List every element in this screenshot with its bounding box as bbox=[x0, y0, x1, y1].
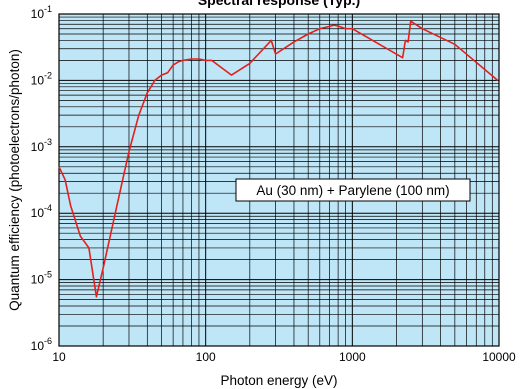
y-tick-label: 10 bbox=[31, 73, 45, 87]
y-tick-exponent: -5 bbox=[44, 270, 52, 280]
x-axis-label: Photon energy (eV) bbox=[220, 373, 337, 388]
y-tick-exponent: -6 bbox=[44, 336, 52, 346]
y-tick-exponent: -4 bbox=[44, 203, 52, 213]
y-tick-label: 10 bbox=[31, 140, 45, 154]
annotation-box: Au (30 nm) + Parylene (100 nm) bbox=[235, 178, 471, 202]
y-tick-label: 10 bbox=[31, 339, 45, 353]
y-tick-label: 10 bbox=[31, 206, 45, 220]
plot-frame bbox=[58, 13, 500, 347]
y-tick-label: 10 bbox=[31, 7, 45, 21]
series-line bbox=[58, 20, 499, 298]
y-tick-exponent: -3 bbox=[44, 137, 52, 147]
y-axis-ticks: 10-610-510-410-310-210-1 bbox=[31, 4, 52, 353]
y-axis-label: Quantum efficiency (photoelectrons/photo… bbox=[7, 49, 22, 311]
y-tick-exponent: -2 bbox=[44, 70, 52, 80]
y-tick-label: 10 bbox=[31, 273, 45, 287]
y-tick-exponent: -1 bbox=[44, 4, 52, 14]
x-tick-label: 10000 bbox=[482, 350, 516, 364]
chart-title: Spectral response (Typ.) bbox=[198, 0, 360, 8]
x-tick-label: 1000 bbox=[339, 350, 366, 364]
x-tick-label: 10 bbox=[52, 350, 66, 364]
grid bbox=[58, 14, 499, 347]
x-tick-label: 100 bbox=[196, 350, 216, 364]
annotation-text: Au (30 nm) + Parylene (100 nm) bbox=[256, 183, 449, 198]
x-axis-ticks: 10 100 1000 10000 bbox=[52, 350, 516, 364]
